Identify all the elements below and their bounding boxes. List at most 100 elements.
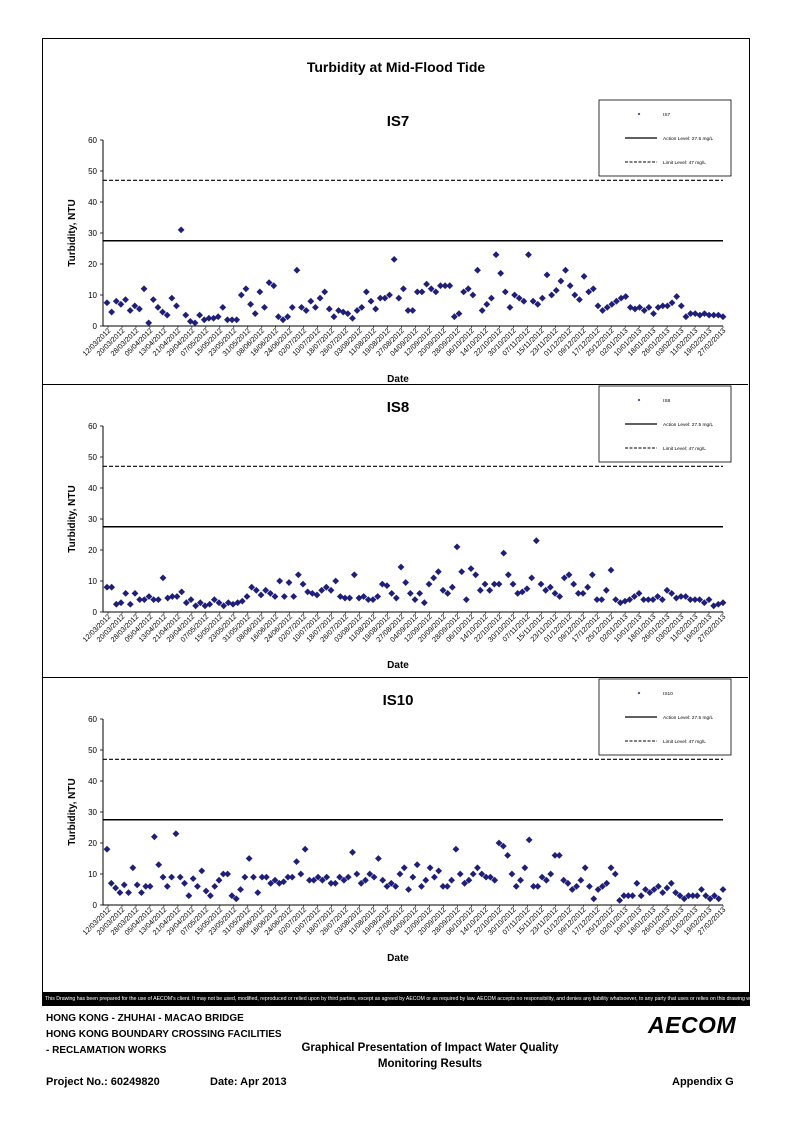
- data-point: [318, 876, 326, 884]
- data-point: [511, 291, 518, 299]
- data-point: [607, 566, 615, 574]
- y-tick-label: 20: [88, 839, 97, 848]
- data-point: [620, 892, 628, 900]
- data-point: [136, 596, 144, 603]
- legend-box: [598, 99, 732, 177]
- data-point: [409, 873, 417, 881]
- data-point: [140, 596, 148, 603]
- data-point: [560, 876, 568, 884]
- data-point: [529, 297, 537, 305]
- data-point: [219, 304, 227, 311]
- y-tick-label: 0: [93, 901, 98, 910]
- chart-panel-is8: IS8 0 10 20 30 40 50 60 Turbidity, NTU 12/03/2012…: [43, 384, 748, 678]
- data-point: [452, 845, 460, 853]
- data-point: [290, 593, 298, 600]
- data-point: [571, 291, 579, 299]
- data-point: [602, 586, 610, 594]
- data-point: [261, 304, 268, 311]
- data-point: [525, 251, 532, 259]
- legend-label: Limit Level: 47 mg/L: [663, 446, 706, 452]
- data-point: [460, 288, 468, 296]
- data-point: [267, 879, 275, 887]
- data-point: [467, 565, 475, 572]
- appendix-label: Appendix G: [672, 1076, 734, 1088]
- data-point: [252, 586, 260, 594]
- data-point: [588, 571, 596, 579]
- data-point: [420, 599, 428, 607]
- data-point: [481, 580, 489, 588]
- data-point: [495, 580, 503, 588]
- data-point: [517, 876, 524, 884]
- y-tick-label: 10: [88, 291, 97, 300]
- data-point: [636, 304, 644, 311]
- x-axis-label: Date: [387, 660, 409, 671]
- y-axis-label: Turbidity, NTU: [67, 485, 78, 552]
- data-point: [594, 886, 602, 893]
- data-point: [224, 870, 232, 878]
- data-point: [719, 886, 727, 893]
- y-tick-label: 10: [88, 870, 97, 879]
- data-point: [552, 286, 560, 294]
- data-point: [640, 596, 648, 603]
- data-point: [537, 580, 545, 588]
- data-point: [482, 873, 490, 881]
- y-tick-label: 50: [88, 746, 97, 755]
- data-point: [192, 602, 200, 610]
- data-point: [374, 855, 382, 862]
- data-point: [108, 308, 116, 316]
- data-point: [506, 304, 514, 311]
- data-point: [285, 579, 293, 586]
- data-point: [426, 864, 434, 872]
- chart-title: IS8: [387, 399, 410, 416]
- data-point: [450, 313, 458, 321]
- data-point: [500, 549, 508, 557]
- data-point: [642, 886, 649, 893]
- legend-label: IS7: [663, 112, 671, 118]
- data-point: [504, 852, 512, 859]
- data-point: [499, 842, 507, 850]
- data-point: [546, 583, 554, 591]
- data-point: [650, 310, 657, 317]
- data-point: [357, 879, 365, 887]
- legend-marker: [637, 691, 641, 695]
- data-point: [383, 883, 391, 890]
- data-point: [310, 876, 318, 884]
- data-point: [570, 580, 578, 588]
- data-point: [568, 886, 576, 893]
- data-point: [374, 593, 382, 600]
- data-point: [478, 307, 486, 314]
- data-point: [301, 845, 309, 853]
- disclaimer-bar: This Drawing has been prepared for the u…: [42, 992, 750, 1006]
- data-point: [406, 590, 414, 597]
- data-point: [658, 596, 666, 603]
- data-point: [340, 876, 348, 884]
- data-point: [521, 864, 529, 872]
- data-point: [387, 879, 395, 887]
- data-point: [362, 876, 369, 884]
- data-point: [302, 307, 310, 314]
- project-line-1: HONG KONG - ZHUHAI - MACAO BRIDGE: [46, 1013, 244, 1024]
- data-point: [525, 836, 533, 844]
- data-point: [159, 308, 166, 316]
- data-point: [685, 892, 692, 900]
- data-point: [465, 876, 473, 884]
- data-point: [593, 596, 601, 603]
- y-tick-label: 50: [88, 167, 97, 176]
- data-point: [476, 586, 484, 594]
- data-point: [344, 310, 352, 317]
- data-point: [298, 304, 305, 311]
- data-point: [581, 864, 589, 872]
- data-point: [116, 889, 124, 896]
- data-point: [719, 599, 727, 607]
- data-point: [313, 591, 321, 599]
- data-point: [206, 892, 214, 900]
- data-point: [122, 296, 129, 304]
- data-point: [469, 291, 477, 299]
- data-point: [312, 304, 319, 311]
- legend-marker: [637, 398, 641, 402]
- data-point: [112, 297, 120, 305]
- data-point: [585, 288, 593, 296]
- data-point: [346, 594, 354, 602]
- data-point: [435, 867, 443, 875]
